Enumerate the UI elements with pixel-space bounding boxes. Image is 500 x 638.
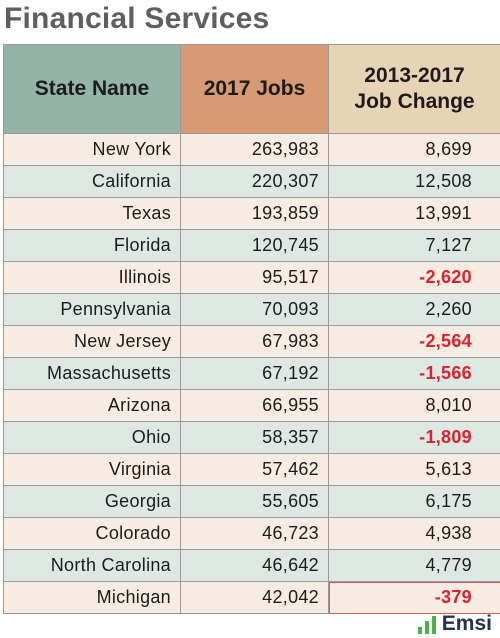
jobs-2017-cell: 263,983 (180, 133, 329, 166)
header-2017-jobs: 2017 Jobs (180, 44, 329, 134)
jobs-2017-cell: 57,462 (180, 453, 329, 486)
table-row: Massachusetts 67,192 -1,566 (3, 357, 500, 390)
job-change-cell: 7,127 (328, 229, 500, 262)
jobs-2017-cell: 67,983 (180, 325, 329, 358)
job-change-cell: -1,566 (328, 357, 500, 390)
job-change-cell: 4,779 (328, 549, 500, 582)
state-name-cell: North Carolina (3, 549, 181, 582)
table-row: North Carolina 46,642 4,779 (3, 549, 500, 582)
job-change-cell: 4,938 (328, 517, 500, 550)
state-name-cell: Michigan (3, 581, 181, 614)
state-name-cell: Georgia (3, 485, 181, 518)
job-change-cell: 8,699 (328, 133, 500, 166)
job-change-cell: 8,010 (328, 389, 500, 422)
state-name-cell: Massachusetts (3, 357, 181, 390)
jobs-2017-cell: 220,307 (180, 165, 329, 198)
job-change-cell: 12,508 (328, 165, 500, 198)
emsi-logo: Emsi (417, 612, 492, 635)
job-change-cell: 2,260 (328, 293, 500, 326)
job-change-cell: -2,564 (328, 325, 500, 358)
table-header-row: State Name 2017 Jobs 2013-2017 Job Chang… (3, 44, 500, 134)
financial-services-table: State Name 2017 Jobs 2013-2017 Job Chang… (3, 44, 500, 614)
header-job-change-line1: 2013-2017 (364, 64, 465, 87)
state-name-cell: Pennsylvania (3, 293, 181, 326)
job-change-cell: -379 (328, 581, 500, 614)
table-row: Arizona 66,955 8,010 (3, 389, 500, 422)
table-row: Pennsylvania 70,093 2,260 (3, 293, 500, 326)
state-name-cell: Texas (3, 197, 181, 230)
jobs-2017-cell: 46,723 (180, 517, 329, 550)
table-row: New York 263,983 8,699 (3, 133, 500, 166)
jobs-2017-cell: 70,093 (180, 293, 329, 326)
jobs-2017-cell: 42,042 (180, 581, 329, 614)
jobs-2017-cell: 55,605 (180, 485, 329, 518)
state-name-cell: Ohio (3, 421, 181, 454)
table-row: Texas 193,859 13,991 (3, 197, 500, 230)
header-job-change: 2013-2017 Job Change (328, 44, 500, 134)
jobs-2017-cell: 58,357 (180, 421, 329, 454)
job-change-cell: 13,991 (328, 197, 500, 230)
state-name-cell: Colorado (3, 517, 181, 550)
table-row: Florida 120,745 7,127 (3, 229, 500, 262)
jobs-2017-cell: 193,859 (180, 197, 329, 230)
table-row: New Jersey 67,983 -2,564 (3, 325, 500, 358)
bar-chart-icon (417, 616, 436, 634)
state-name-cell: New Jersey (3, 325, 181, 358)
header-job-change-line2: Job Change (354, 90, 475, 113)
jobs-2017-cell: 66,955 (180, 389, 329, 422)
state-name-cell: Arizona (3, 389, 181, 422)
state-name-cell: Florida (3, 229, 181, 262)
jobs-2017-cell: 46,642 (180, 549, 329, 582)
table-row: Virginia 57,462 5,613 (3, 453, 500, 486)
state-name-cell: Illinois (3, 261, 181, 294)
table-row: Michigan 42,042 -379 (3, 581, 500, 614)
table-row: Georgia 55,605 6,175 (3, 485, 500, 518)
jobs-2017-cell: 95,517 (180, 261, 329, 294)
table-row: Colorado 46,723 4,938 (3, 517, 500, 550)
table-row: California 220,307 12,508 (3, 165, 500, 198)
state-name-cell: Virginia (3, 453, 181, 486)
job-change-cell: -2,620 (328, 261, 500, 294)
header-state-name: State Name (3, 44, 181, 134)
job-change-cell: -1,809 (328, 421, 500, 454)
table-row: Ohio 58,357 -1,809 (3, 421, 500, 454)
chart-title: Financial Services (4, 2, 270, 35)
jobs-2017-cell: 67,192 (180, 357, 329, 390)
job-change-cell: 6,175 (328, 485, 500, 518)
state-name-cell: New York (3, 133, 181, 166)
jobs-2017-cell: 120,745 (180, 229, 329, 262)
job-change-cell: 5,613 (328, 453, 500, 486)
table-row: Illinois 95,517 -2,620 (3, 261, 500, 294)
table-body: New York 263,983 8,699 California 220,307 12,… (3, 133, 500, 614)
logo-text: Emsi (441, 612, 492, 635)
state-name-cell: California (3, 165, 181, 198)
